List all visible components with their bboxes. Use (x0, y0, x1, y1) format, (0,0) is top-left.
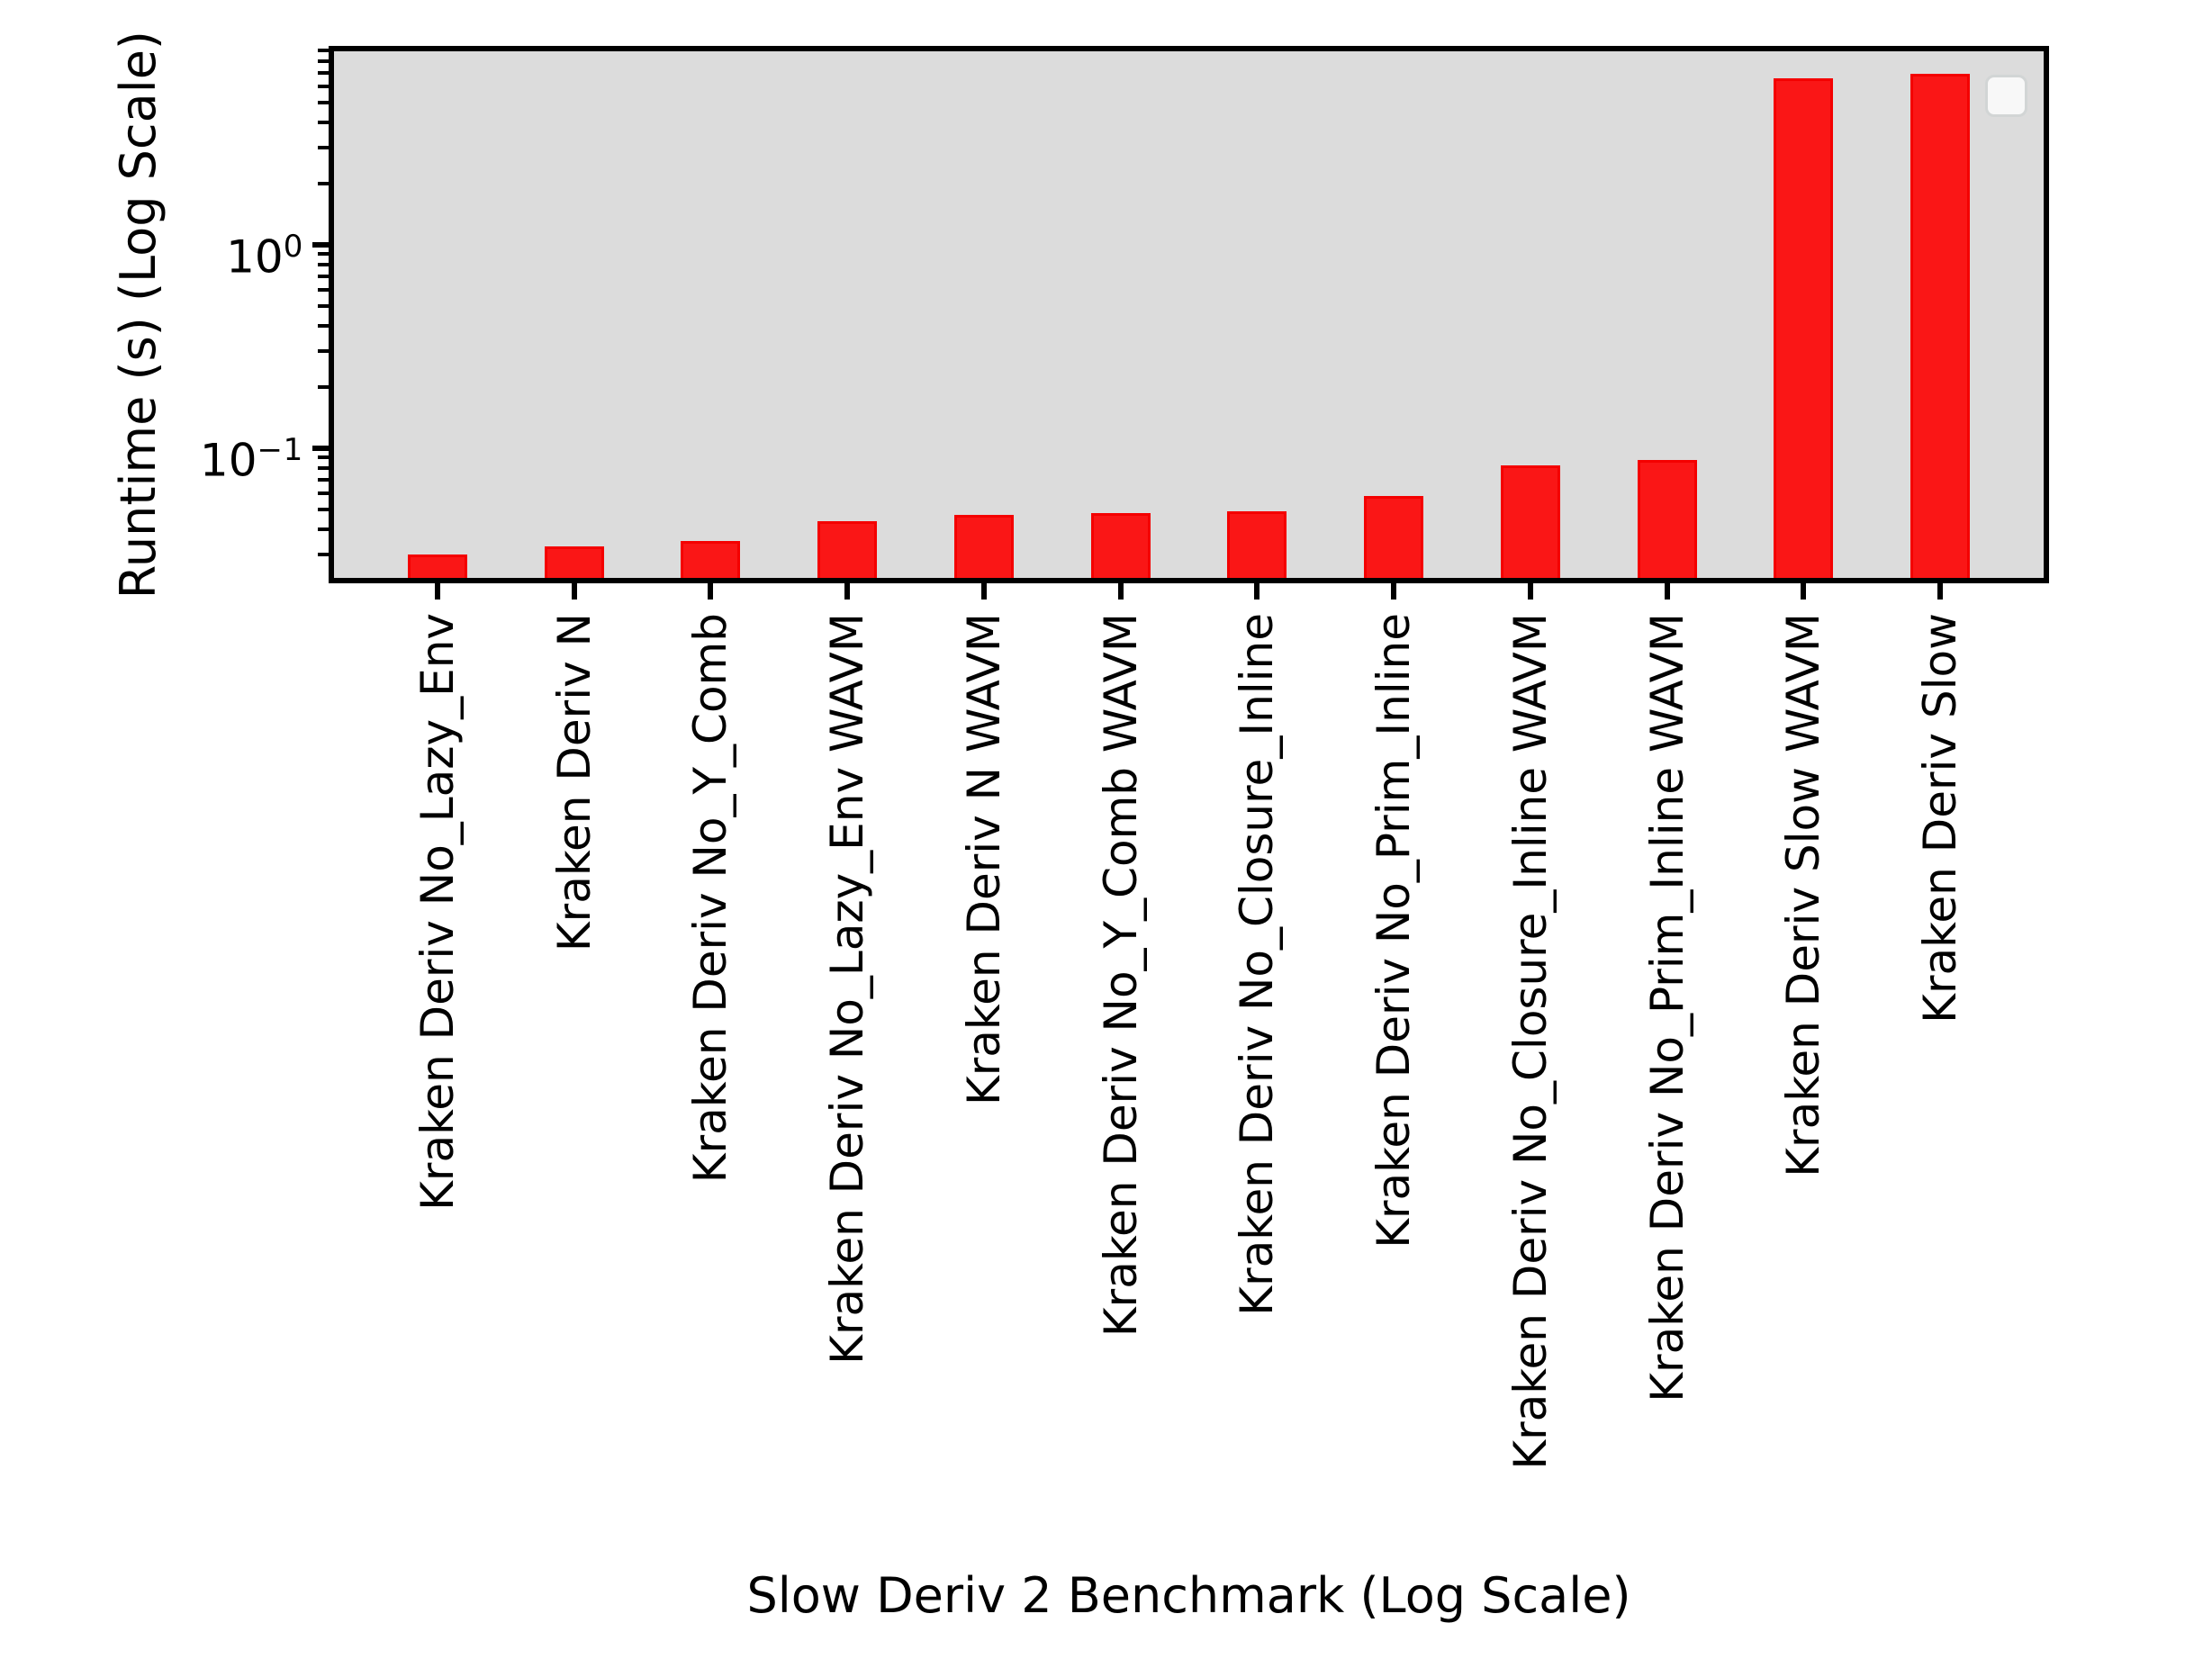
bar (1227, 511, 1287, 578)
y-minor-tick (318, 323, 329, 328)
category-label: Kraken Deriv No_Lazy_Env (411, 613, 464, 1211)
y-minor-tick (318, 478, 329, 482)
category-label: Kraken Deriv Slow WAVM (1777, 613, 1830, 1177)
category-label: Kraken Deriv No_Closure_Inline (1231, 613, 1284, 1316)
y-minor-tick (318, 71, 329, 75)
category-label: Kraken Deriv N (547, 613, 600, 952)
y-minor-tick (318, 59, 329, 63)
bar (1637, 459, 1697, 578)
category-label: Kraken Deriv Slow (1914, 613, 1966, 1023)
y-minor-tick (318, 491, 329, 496)
y-minor-tick (318, 101, 329, 105)
category-label: Kraken Deriv N WAVM (957, 613, 1010, 1106)
bar (1910, 74, 1970, 578)
y-minor-tick (318, 349, 329, 354)
category-label: Kraken Deriv No_Prim_Inline WAVM (1640, 613, 1693, 1402)
bar (544, 545, 604, 578)
y-minor-tick (318, 275, 329, 278)
bar (681, 541, 741, 578)
x-tick (1527, 583, 1533, 600)
x-tick (435, 583, 440, 600)
y-minor-tick (318, 455, 329, 460)
y-minor-tick (318, 553, 329, 557)
x-tick (1937, 583, 1943, 600)
y-tick-label: 10−1 (199, 432, 303, 487)
y-minor-tick (318, 120, 329, 124)
plot-area (329, 46, 2049, 583)
x-tick (1117, 583, 1124, 600)
y-minor-tick (318, 508, 329, 512)
x-tick (844, 583, 851, 600)
y-major-tick (312, 446, 329, 451)
x-tick (571, 583, 577, 600)
y-tick-label: 100 (226, 229, 303, 284)
category-label: Kraken Deriv No_Y_Comb WAVM (1094, 613, 1147, 1338)
y-minor-tick (318, 262, 329, 266)
x-tick (1391, 583, 1397, 600)
legend-box (1985, 75, 2027, 117)
x-axis-title: Slow Deriv 2 Benchmark (Log Scale) (746, 1567, 1631, 1624)
bar (408, 555, 467, 578)
x-tick (708, 583, 714, 600)
x-tick (1254, 583, 1260, 600)
category-label: Kraken Deriv No_Lazy_Env WAVM (821, 613, 874, 1365)
y-minor-tick (318, 252, 329, 257)
bar (1364, 496, 1424, 578)
y-major-tick (312, 242, 329, 248)
y-minor-tick (318, 527, 329, 531)
y-minor-tick (318, 384, 329, 389)
y-minor-tick (318, 49, 329, 53)
bar (1090, 513, 1151, 578)
x-tick (1664, 583, 1670, 600)
bar (1500, 465, 1560, 578)
y-minor-tick (318, 304, 329, 309)
category-label: Kraken Deriv No_Prim_Inline (1368, 613, 1421, 1249)
bar (1774, 77, 1834, 578)
x-tick (1801, 583, 1807, 600)
category-label: Kraken Deriv No_Y_Comb (684, 613, 737, 1184)
y-minor-tick (318, 146, 329, 150)
y-minor-tick (318, 181, 329, 185)
y-minor-tick (318, 288, 329, 293)
bar (817, 520, 878, 578)
x-tick (980, 583, 987, 600)
category-label: Kraken Deriv No_Closure_Inline WAVM (1503, 613, 1557, 1470)
y-minor-tick (318, 85, 329, 89)
bar (953, 515, 1014, 578)
y-minor-tick (318, 465, 329, 470)
